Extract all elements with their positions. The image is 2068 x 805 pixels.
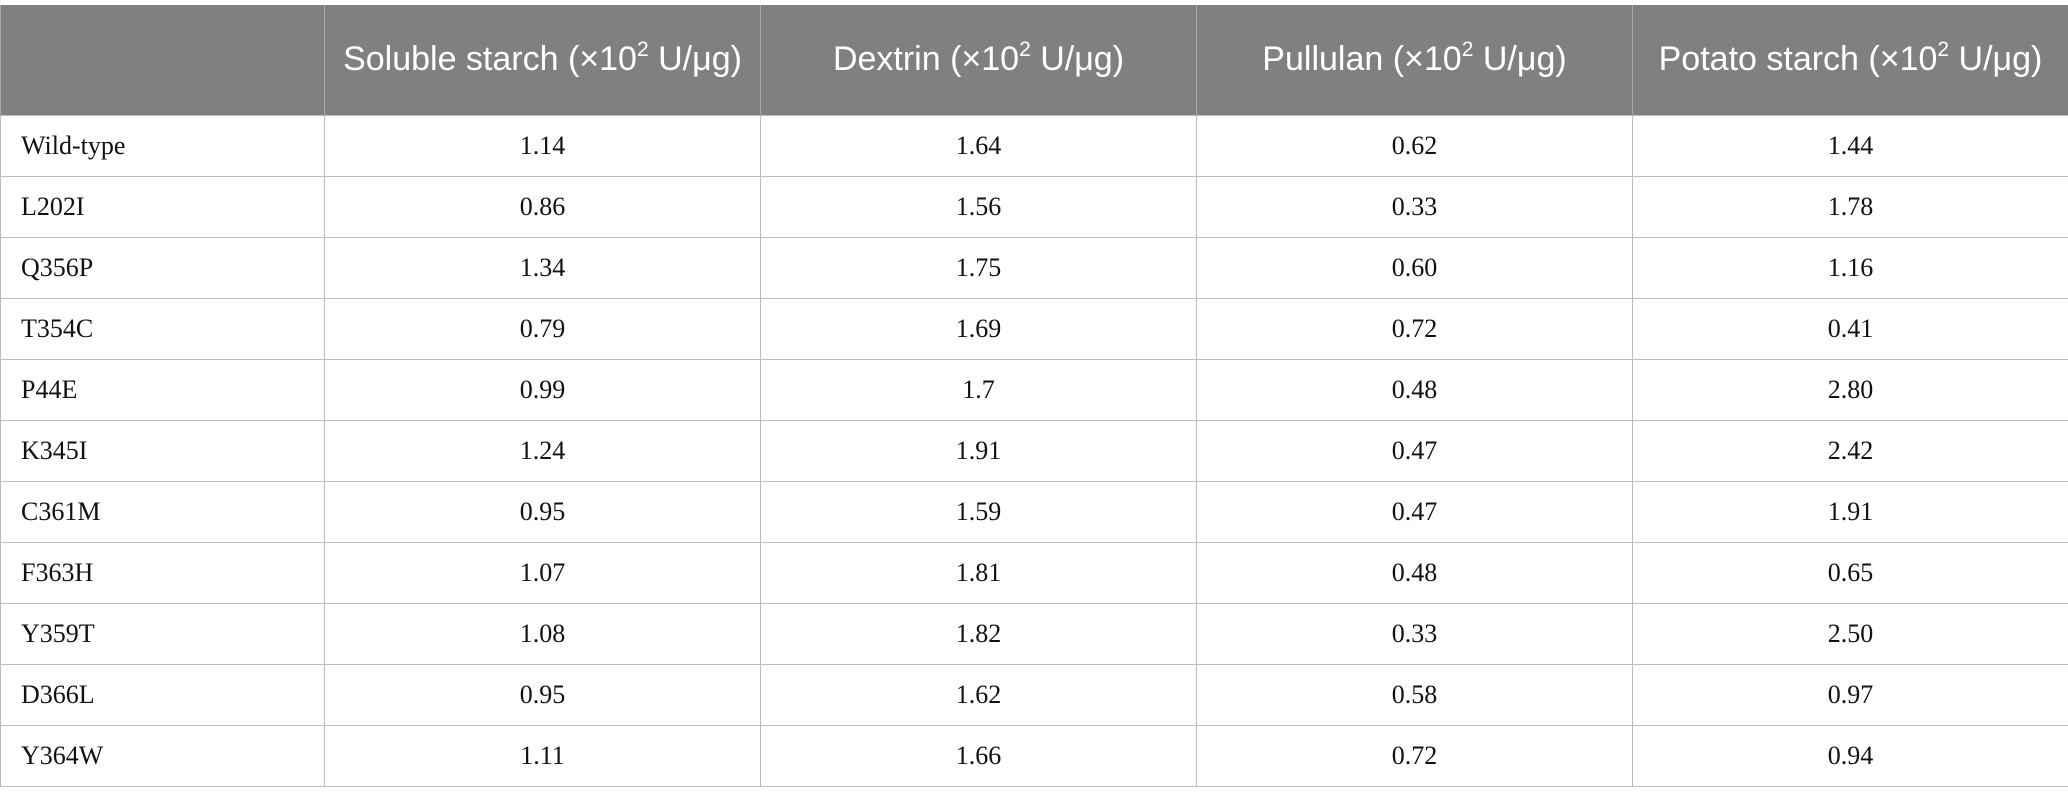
table-row: C361M 0.95 1.59 0.47 1.91 [0,480,2068,543]
table-body: Wild-type 1.14 1.64 0.62 1.44 L202I 0.86… [0,114,2068,787]
cell-potato-starch: 2.42 [1632,419,2068,482]
cell-pullulan: 0.58 [1196,663,1633,726]
cell-dextrin: 1.69 [760,297,1197,360]
cell-dextrin: 1.7 [760,358,1197,421]
row-label: D366L [0,663,325,726]
cell-dextrin: 1.66 [760,724,1197,787]
cell-soluble-starch: 0.86 [324,175,761,238]
cell-potato-starch: 1.78 [1632,175,2068,238]
cell-soluble-starch: 1.07 [324,541,761,604]
table-row: F363H 1.07 1.81 0.48 0.65 [0,541,2068,604]
row-label: Y364W [0,724,325,787]
table-row: Q356P 1.34 1.75 0.60 1.16 [0,236,2068,299]
header-cell-variant [0,5,325,115]
table-row: T354C 0.79 1.69 0.72 0.41 [0,297,2068,360]
cell-soluble-starch: 1.24 [324,419,761,482]
cell-soluble-starch: 0.95 [324,663,761,726]
cell-potato-starch: 0.97 [1632,663,2068,726]
header-exponent: 2 [1461,37,1474,61]
header-exponent: 2 [636,37,649,61]
enzyme-activity-table: Soluble starch (×102 U/μg) Dextrin (×102… [0,5,2068,787]
cell-pullulan: 0.47 [1196,480,1633,543]
header-row: Soluble starch (×102 U/μg) Dextrin (×102… [0,5,2068,115]
row-label: P44E [0,358,325,421]
cell-pullulan: 0.62 [1196,114,1633,177]
cell-potato-starch: 1.44 [1632,114,2068,177]
header-text: Dextrin (×10 [832,40,1020,79]
cell-dextrin: 1.82 [760,602,1197,665]
table-row: P44E 0.99 1.7 0.48 2.80 [0,358,2068,421]
header-cell-potato-starch: Potato starch (×102 U/μg) [1632,5,2068,115]
table-row: Wild-type 1.14 1.64 0.62 1.44 [0,114,2068,177]
cell-pullulan: 0.48 [1196,358,1633,421]
cell-soluble-starch: 1.11 [324,724,761,787]
cell-soluble-starch: 1.14 [324,114,761,177]
cell-soluble-starch: 1.34 [324,236,761,299]
cell-dextrin: 1.56 [760,175,1197,238]
cell-pullulan: 0.47 [1196,419,1633,482]
header-text: Soluble starch (×10 [343,40,637,79]
cell-dextrin: 1.75 [760,236,1197,299]
header-text: Potato starch (×10 [1658,40,1938,79]
header-cell-soluble-starch: Soluble starch (×102 U/μg) [324,5,761,115]
header-cell-dextrin: Dextrin (×102 U/μg) [760,5,1197,115]
cell-potato-starch: 2.50 [1632,602,2068,665]
row-label: T354C [0,297,325,360]
cell-potato-starch: 2.80 [1632,358,2068,421]
row-label: C361M [0,480,325,543]
cell-pullulan: 0.48 [1196,541,1633,604]
row-label: Y359T [0,602,325,665]
cell-pullulan: 0.60 [1196,236,1633,299]
header-text: Pullulan (×10 [1262,40,1462,79]
row-label: F363H [0,541,325,604]
cell-potato-starch: 0.94 [1632,724,2068,787]
header-unit: U/μg) [1473,40,1567,79]
table-row: Y364W 1.11 1.66 0.72 0.94 [0,724,2068,787]
cell-dextrin: 1.64 [760,114,1197,177]
cell-pullulan: 0.72 [1196,297,1633,360]
cell-potato-starch: 0.65 [1632,541,2068,604]
table-row: D366L 0.95 1.62 0.58 0.97 [0,663,2068,726]
cell-soluble-starch: 1.08 [324,602,761,665]
cell-potato-starch: 1.16 [1632,236,2068,299]
table-row: L202I 0.86 1.56 0.33 1.78 [0,175,2068,238]
header-unit: U/μg) [1949,40,2043,79]
header-cell-pullulan: Pullulan (×102 U/μg) [1196,5,1633,115]
header-unit: U/μg) [648,40,742,79]
row-label: Q356P [0,236,325,299]
row-label: L202I [0,175,325,238]
header-exponent: 2 [1937,37,1950,61]
cell-soluble-starch: 0.99 [324,358,761,421]
cell-dextrin: 1.91 [760,419,1197,482]
cell-pullulan: 0.72 [1196,724,1633,787]
row-label: K345I [0,419,325,482]
table-header: Soluble starch (×102 U/μg) Dextrin (×102… [0,5,2068,115]
cell-soluble-starch: 0.95 [324,480,761,543]
row-label: Wild-type [0,114,325,177]
cell-soluble-starch: 0.79 [324,297,761,360]
cell-potato-starch: 1.91 [1632,480,2068,543]
header-unit: U/μg) [1030,40,1125,79]
cell-potato-starch: 0.41 [1632,297,2068,360]
header-exponent: 2 [1019,37,1031,61]
cell-dextrin: 1.81 [760,541,1197,604]
cell-pullulan: 0.33 [1196,602,1633,665]
table-row: Y359T 1.08 1.82 0.33 2.50 [0,602,2068,665]
cell-dextrin: 1.59 [760,480,1197,543]
table-row: K345I 1.24 1.91 0.47 2.42 [0,419,2068,482]
cell-dextrin: 1.62 [760,663,1197,726]
cell-pullulan: 0.33 [1196,175,1633,238]
